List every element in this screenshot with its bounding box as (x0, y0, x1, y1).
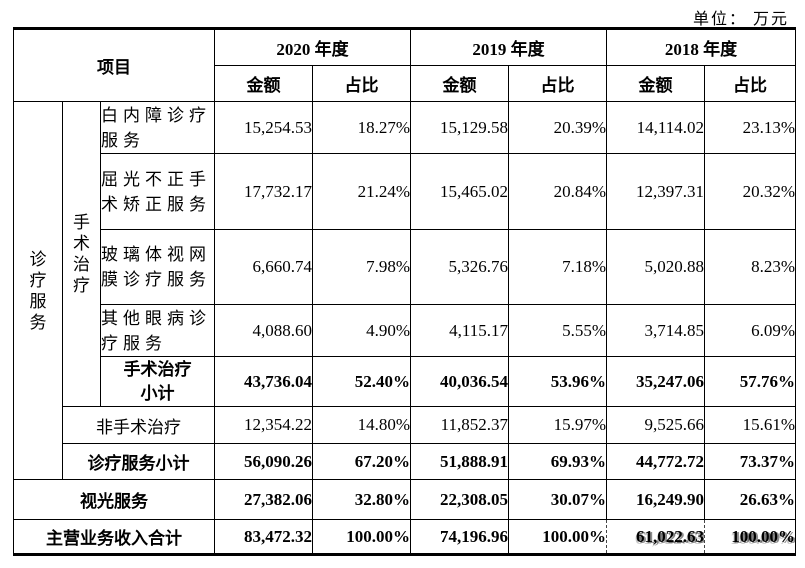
table-row: 玻璃体视网膜诊疗服务 6,660.74 7.98% 5,326.76 7.18%… (14, 229, 797, 305)
amount-2018: 61,022.63 (606, 519, 705, 555)
col-header-year-2019: 2019 年度 (410, 28, 608, 66)
ratio-2018: 57.76% (704, 356, 797, 407)
amount-2020: 17,732.17 (214, 153, 314, 230)
ratio-2020: 32.80% (312, 479, 412, 520)
ratio-2020: 52.40% (312, 356, 412, 407)
row-label: 手术治疗小计 (99, 356, 216, 407)
amount-2018: 16,249.90 (606, 479, 706, 520)
group-label-surgical-treatment: 手术治疗 (62, 101, 101, 407)
amount-2020: 6,660.74 (214, 229, 314, 305)
ratio-2019: 30.07% (508, 479, 608, 520)
row-label: 主营业务收入合计 (12, 519, 216, 555)
ratio-2018: 23.13% (704, 101, 797, 154)
ratio-2020: 14.80% (312, 406, 412, 444)
table-row-total: 主营业务收入合计 83,472.32 100.00% 74,196.96 100… (12, 519, 797, 555)
amount-2018: 9,525.66 (606, 406, 706, 444)
ratio-2018: 100.00% (704, 519, 797, 555)
revenue-breakdown-table: 项目 2020 年度 2019 年度 2018 年度 金额 占比 金额 占比 金… (12, 27, 797, 556)
amount-2019: 40,036.54 (410, 356, 510, 407)
ratio-2019: 20.39% (508, 101, 608, 154)
ratio-2019: 69.93% (508, 443, 608, 480)
table-row-subtotal-surgery: 手术治疗小计 43,736.04 52.40% 40,036.54 53.96%… (14, 356, 797, 407)
group-label-diagnosis-services: 诊疗服务 (13, 101, 63, 480)
ratio-2020: 18.27% (312, 101, 412, 154)
table-row-optical-services: 视光服务 27,382.06 32.80% 22,308.05 30.07% 1… (12, 479, 797, 520)
row-label: 视光服务 (12, 479, 216, 520)
col-header-ratio-2019: 占比 (508, 65, 608, 102)
col-header-amount-2020: 金额 (214, 65, 314, 102)
amount-2018: 44,772.72 (606, 443, 706, 480)
amount-2020: 15,254.53 (214, 101, 314, 154)
ratio-2019: 15.97% (508, 406, 608, 444)
row-label: 非手术治疗 (61, 406, 216, 444)
amount-2019: 15,129.58 (410, 101, 510, 154)
amount-2018: 5,020.88 (606, 229, 706, 305)
amount-2020: 83,472.32 (214, 519, 314, 555)
amount-2018: 35,247.06 (606, 356, 706, 407)
ratio-2019: 5.55% (508, 304, 608, 357)
ratio-2020: 21.24% (312, 153, 412, 230)
table-row: 其他眼病诊疗服务 4,088.60 4.90% 4,115.17 5.55% 3… (14, 304, 797, 357)
ratio-2020: 4.90% (312, 304, 412, 357)
amount-2020: 56,090.26 (214, 443, 314, 480)
amount-2019: 5,326.76 (410, 229, 510, 305)
ratio-2019: 20.84% (508, 153, 608, 230)
amount-2018: 14,114.02 (606, 101, 706, 154)
col-header-year-2018: 2018 年度 (606, 28, 797, 66)
amount-2020: 43,736.04 (214, 356, 314, 407)
ratio-2019: 100.00% (508, 519, 607, 555)
ratio-2018: 6.09% (704, 304, 797, 357)
amount-2019: 74,196.96 (410, 519, 510, 555)
col-header-year-2020: 2020 年度 (214, 28, 412, 66)
table-row: 诊疗服务 手术治疗 白内障诊疗服务 15,254.53 18.27% 15,12… (13, 101, 797, 480)
amount-2018: 3,714.85 (606, 304, 706, 357)
col-header-ratio-2018: 占比 (704, 65, 797, 102)
amount-2019: 51,888.91 (410, 443, 510, 480)
amount-2019: 4,115.17 (410, 304, 510, 357)
row-label: 屈光不正手术矫正服务 (99, 153, 216, 230)
ratio-2018: 8.23% (704, 229, 797, 305)
amount-2020: 4,088.60 (214, 304, 314, 357)
ratio-2018: 15.61% (704, 406, 797, 444)
amount-2020: 27,382.06 (214, 479, 314, 520)
ratio-2018: 26.63% (704, 479, 797, 520)
amount-2018: 12,397.31 (606, 153, 706, 230)
amount-2020: 12,354.22 (214, 406, 314, 444)
amount-2019: 11,852.37 (410, 406, 510, 444)
amount-2019: 22,308.05 (410, 479, 510, 520)
unit-label: 单位： 万元 (692, 11, 789, 28)
table-row: 非手术治疗 12,354.22 14.80% 11,852.37 15.97% … (14, 406, 797, 444)
row-label: 白内障诊疗服务 (99, 101, 216, 154)
row-label: 诊疗服务小计 (61, 443, 216, 480)
ratio-2018: 73.37% (704, 443, 797, 480)
ratio-2018: 20.32% (704, 153, 797, 230)
col-header-amount-2018: 金额 (606, 65, 706, 102)
col-header-ratio-2020: 占比 (312, 65, 412, 102)
ratio-2020: 7.98% (312, 229, 412, 305)
table-row: 屈光不正手术矫正服务 17,732.17 21.24% 15,465.02 20… (14, 153, 797, 230)
row-label: 玻璃体视网膜诊疗服务 (99, 229, 216, 305)
ratio-2020: 100.00% (312, 519, 412, 555)
ratio-2019: 53.96% (508, 356, 608, 407)
col-header-amount-2019: 金额 (410, 65, 510, 102)
amount-2019: 15,465.02 (410, 153, 510, 230)
ratio-2019: 7.18% (508, 229, 608, 305)
table-row-subtotal-diagnosis: 诊疗服务小计 56,090.26 67.20% 51,888.91 69.93%… (14, 443, 797, 480)
row-label: 其他眼病诊疗服务 (99, 304, 216, 357)
col-header-item: 项目 (12, 28, 216, 102)
ratio-2020: 67.20% (312, 443, 412, 480)
